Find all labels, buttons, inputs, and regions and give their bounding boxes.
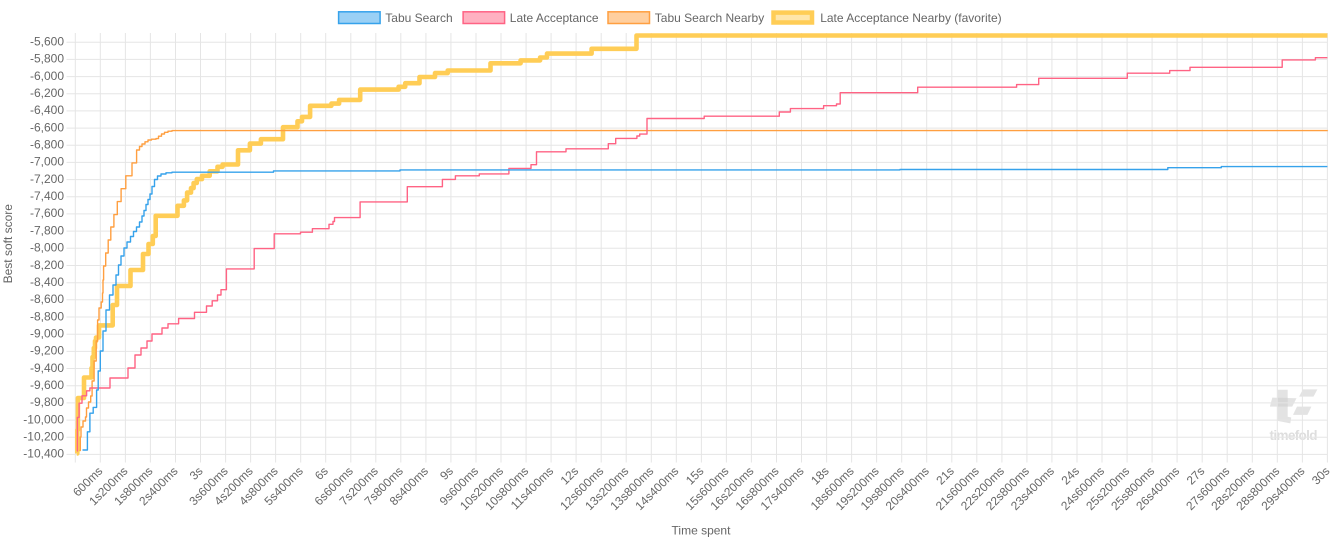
svg-text:-10,000: -10,000 (23, 412, 64, 426)
svg-text:-9,600: -9,600 (30, 378, 64, 392)
svg-text:-9,000: -9,000 (30, 327, 64, 341)
svg-text:-7,800: -7,800 (30, 223, 64, 237)
svg-text:Tabu Search: Tabu Search (385, 11, 452, 25)
svg-text:-5,600: -5,600 (30, 35, 64, 49)
svg-text:Late Acceptance: Late Acceptance (510, 11, 599, 25)
svg-text:-7,000: -7,000 (30, 155, 64, 169)
svg-text:-10,400: -10,400 (23, 447, 64, 461)
svg-text:-8,200: -8,200 (30, 258, 64, 272)
svg-text:Tabu Search Nearby: Tabu Search Nearby (655, 11, 764, 25)
svg-text:-6,200: -6,200 (30, 86, 64, 100)
svg-text:Late Acceptance Nearby (favori: Late Acceptance Nearby (favorite) (820, 11, 1001, 25)
svg-text:-8,400: -8,400 (30, 275, 64, 289)
svg-text:-7,600: -7,600 (30, 206, 64, 220)
svg-text:-6,000: -6,000 (30, 69, 64, 83)
svg-text:-6,600: -6,600 (30, 120, 64, 134)
svg-text:-9,400: -9,400 (30, 361, 64, 375)
svg-text:Time spent: Time spent (672, 524, 732, 538)
svg-text:-7,400: -7,400 (30, 189, 64, 203)
svg-text:-5,800: -5,800 (30, 52, 64, 66)
svg-text:-8,600: -8,600 (30, 292, 64, 306)
svg-text:-9,800: -9,800 (30, 395, 64, 409)
svg-text:Best soft score: Best soft score (1, 204, 15, 284)
svg-text:-7,200: -7,200 (30, 172, 64, 186)
svg-text:-6,400: -6,400 (30, 103, 64, 117)
svg-text:-10,200: -10,200 (23, 430, 64, 444)
svg-text:-8,000: -8,000 (30, 241, 64, 255)
svg-text:-8,800: -8,800 (30, 309, 64, 323)
svg-text:timefold: timefold (1270, 428, 1318, 443)
svg-text:-9,200: -9,200 (30, 344, 64, 358)
svg-text:-6,800: -6,800 (30, 138, 64, 152)
